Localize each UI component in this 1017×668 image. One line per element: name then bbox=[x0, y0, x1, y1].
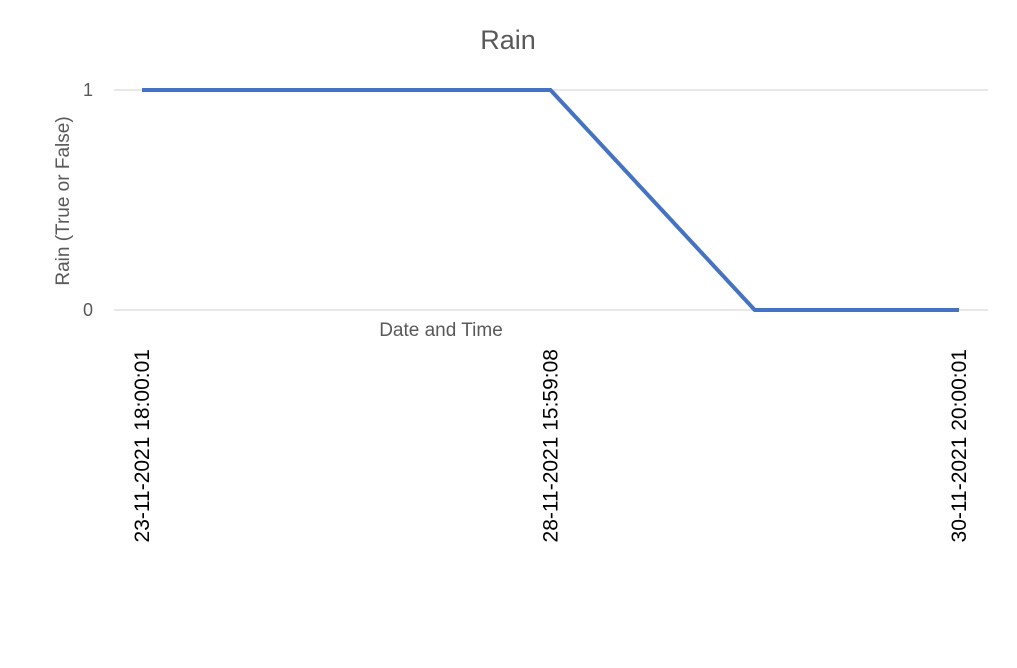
x-tick-label: 23-11-2021 18:00:01 bbox=[131, 349, 154, 542]
chart-title: Rain bbox=[480, 25, 536, 55]
x-axis-title: Date and Time bbox=[379, 320, 503, 341]
y-tick-label: 1 bbox=[83, 80, 93, 100]
x-tick-label: 28-11-2021 15:59:08 bbox=[540, 349, 563, 542]
y-axis-tick-labels: 01 bbox=[83, 80, 93, 320]
x-axis-tick-labels: 23-11-2021 18:00:01 28-11-2021 15:59:08 30… bbox=[131, 349, 971, 542]
gridlines bbox=[114, 90, 988, 310]
series-line bbox=[142, 90, 959, 310]
series-group bbox=[142, 90, 959, 310]
y-tick-label: 0 bbox=[83, 300, 93, 320]
y-axis-title: Rain (True or False) bbox=[53, 116, 74, 285]
x-tick-label: 30-11-2021 20:00:01 bbox=[948, 349, 971, 542]
